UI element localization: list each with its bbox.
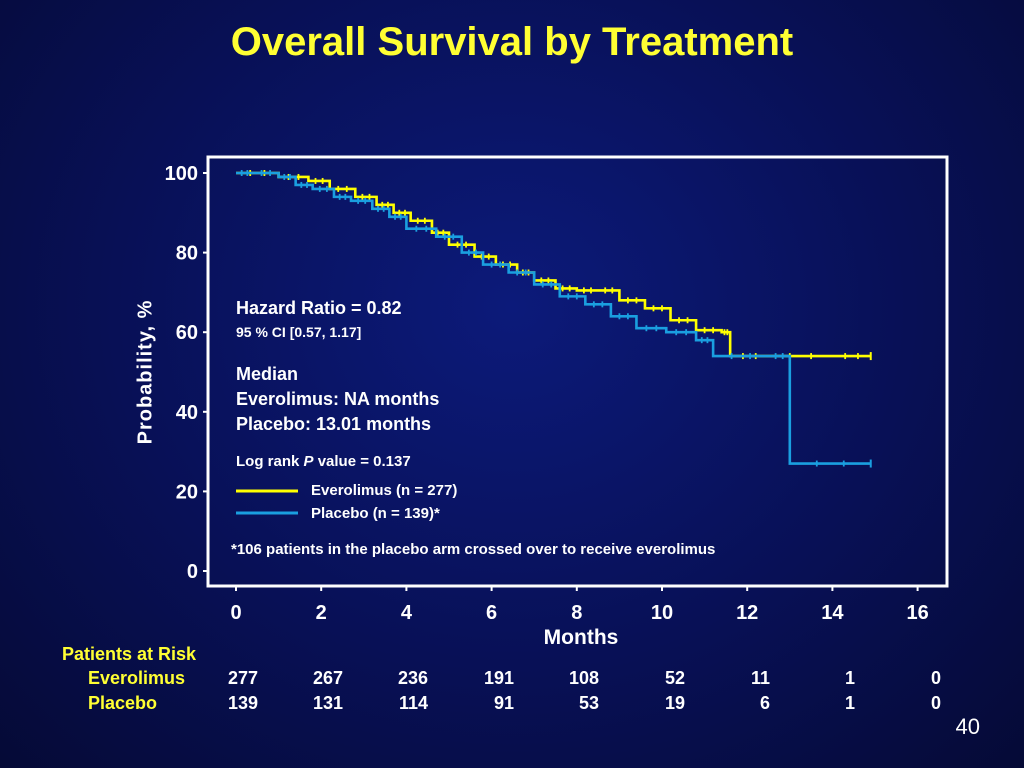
risk-count: 0 (930, 693, 941, 713)
risk-count: 19 (664, 693, 685, 713)
y-tick-label: 20 (176, 481, 198, 503)
confidence-interval-text: 95 % CI [0.57, 1.17] (236, 324, 362, 340)
x-axis-ticks: 0 2 4 6 8 10 12 14 16 (230, 586, 929, 624)
risk-count: 139 (227, 693, 258, 713)
logrank-text: Log rank P value = 0.137 (236, 453, 411, 470)
risk-count: 114 (398, 693, 428, 713)
placebo-survival-line (236, 171, 871, 465)
logrank-p: P (303, 453, 314, 470)
x-tick-label: 12 (736, 602, 758, 624)
footnote-text: *106 patients in the placebo arm crossed… (231, 541, 716, 558)
y-tick-label: 80 (176, 243, 198, 265)
risk-count: 236 (397, 668, 428, 688)
x-tick-label: 4 (401, 602, 413, 624)
slide-title: Overall Survival by Treatment (230, 20, 794, 64)
x-tick-label: 6 (486, 602, 497, 624)
risk-count: 91 (493, 693, 514, 713)
y-tick-label: 0 (187, 561, 198, 583)
risk-count: 6 (759, 693, 770, 713)
x-tick-label: 16 (906, 602, 928, 624)
risk-count: 108 (568, 668, 599, 688)
everolimus-survival-line (236, 171, 871, 358)
series-lines (236, 170, 872, 468)
y-axis-label: Probability, % (134, 299, 157, 445)
x-tick-label: 2 (316, 602, 327, 624)
x-axis-label: Months (543, 626, 619, 649)
risk-count: 1 (844, 668, 855, 688)
patients-at-risk-title: Patients at Risk (62, 644, 197, 664)
risk-count: 52 (664, 668, 685, 688)
x-tick-label: 14 (821, 602, 844, 624)
risk-count: 0 (930, 668, 941, 688)
chart-legend (236, 489, 298, 515)
risk-count: 11 (750, 668, 770, 688)
median-everolimus: Everolimus: NA months (236, 389, 440, 409)
y-axis-ticks: 0 20 40 60 80 100 (165, 163, 208, 583)
y-tick-label: 40 (176, 402, 198, 424)
risk-count: 267 (312, 668, 343, 688)
y-tick-label: 100 (165, 163, 198, 185)
page-number: 40 (955, 714, 980, 739)
risk-count: 131 (312, 693, 343, 713)
legend-label-placebo: Placebo (n = 139)* (311, 505, 440, 522)
risk-count: 53 (578, 693, 599, 713)
median-title: Median (236, 364, 299, 384)
risk-count: 277 (227, 668, 258, 688)
risk-label-everolimus: Everolimus (88, 668, 186, 688)
hazard-ratio-text: Hazard Ratio = 0.82 (236, 298, 402, 318)
risk-label-placebo: Placebo (88, 693, 158, 713)
x-tick-label: 0 (230, 602, 241, 624)
median-placebo: Placebo: 13.01 months (236, 414, 432, 434)
legend-label-everolimus: Everolimus (n = 277) (311, 482, 458, 499)
logrank-prefix: Log rank (236, 453, 304, 470)
risk-count: 191 (483, 668, 514, 688)
risk-count: 1 (844, 693, 855, 713)
x-tick-label: 8 (571, 602, 582, 624)
x-tick-label: 10 (651, 602, 673, 624)
y-tick-label: 60 (176, 322, 198, 344)
logrank-suffix: value = 0.137 (313, 453, 411, 470)
